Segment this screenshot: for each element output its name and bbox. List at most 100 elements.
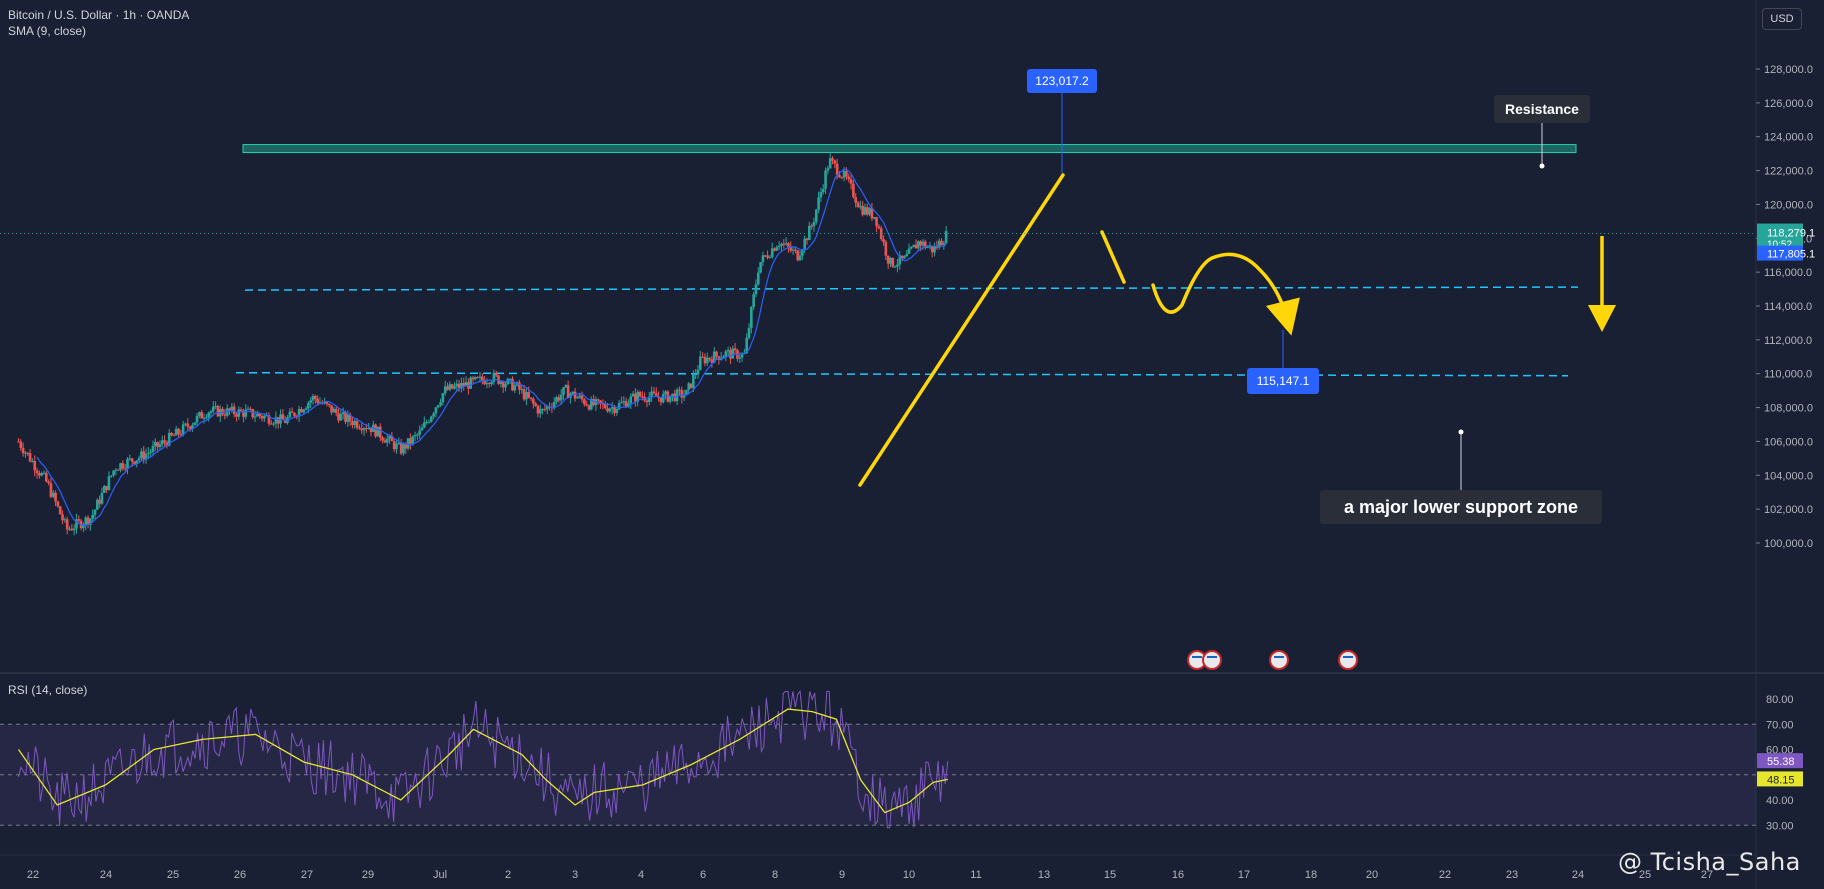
us-flag-icon	[1269, 650, 1289, 670]
time-tick-label: 23	[1506, 869, 1518, 881]
rsi-value-box	[1757, 753, 1803, 769]
us-flag-icon	[1338, 650, 1358, 670]
price-axis[interactable]: 128,000.0 126,000.0 124,000.0 122,000.0 120,…	[1756, 64, 1813, 550]
candle-body	[919, 241, 922, 246]
symbol-legend[interactable]: Bitcoin / U.S. Dollar · 1h · OANDA SMA (…	[8, 7, 189, 39]
candle-body	[912, 244, 915, 248]
candle-body	[770, 248, 774, 257]
candle-body	[195, 415, 199, 423]
candle-body	[654, 393, 658, 397]
time-axis[interactable]: 22 24 25 26 27 29 Jul 2 3 4 6 8 9 10 11 13 15 16 17 18 20 22 2…	[27, 869, 1713, 881]
candle-body	[661, 394, 665, 403]
candle-body	[928, 246, 932, 248]
time-tick-label: 25	[167, 869, 179, 881]
time-tick-label: 6	[700, 869, 706, 881]
candle-body	[689, 383, 693, 388]
candle-body	[404, 444, 408, 449]
candle-body	[583, 399, 586, 405]
time-tick-label: 2	[505, 869, 511, 881]
time-tick-label: 27	[1701, 869, 1713, 881]
candle-body	[501, 381, 505, 388]
target-callout-box	[1247, 368, 1319, 394]
candle-body	[636, 392, 639, 402]
candle-body	[211, 406, 215, 412]
support-label-anchor	[1458, 429, 1464, 435]
candle-body	[559, 394, 563, 401]
candle-body	[511, 378, 514, 391]
candle-body	[469, 377, 473, 389]
us-flag-icon-stripe	[1274, 656, 1284, 658]
sma-value-label: 117,805.1	[1767, 249, 1815, 261]
candle-body	[116, 469, 120, 471]
candle-body	[810, 225, 813, 227]
price-tick-label: 108,000.0	[1764, 403, 1813, 415]
candle-body	[402, 444, 405, 454]
candle-body	[242, 411, 245, 417]
price-tick-label: 110,000.0	[1764, 369, 1812, 381]
time-tick-label: Jul	[433, 869, 447, 881]
candle-body	[775, 247, 779, 251]
rsi-tick-label: 30.00	[1766, 820, 1794, 832]
rsi-legend[interactable]: RSI (14, close)	[8, 683, 88, 697]
lower-support-line	[235, 371, 1569, 377]
time-tick-label: 9	[839, 869, 845, 881]
candle-body	[397, 442, 401, 444]
candle-body	[805, 238, 809, 241]
candle-body	[615, 409, 619, 414]
candle-body	[367, 428, 370, 430]
candle-body	[508, 378, 512, 380]
support-lines[interactable]	[235, 286, 1579, 377]
candle-body	[290, 411, 294, 413]
candle-body	[900, 255, 904, 259]
candle-body	[766, 255, 769, 258]
candle-body	[446, 386, 449, 390]
candle-body	[302, 409, 306, 413]
candle-body	[576, 397, 579, 399]
candle-body	[214, 406, 217, 408]
candle-body	[144, 453, 148, 460]
price-tick-label: 104,000.0	[1764, 470, 1813, 482]
candle-body	[100, 492, 104, 504]
candle-body	[191, 425, 194, 429]
candle-body	[796, 250, 800, 261]
candle-body	[228, 408, 231, 411]
candle-body	[464, 382, 468, 387]
uptrend-line	[858, 173, 1065, 487]
candle-body	[351, 421, 354, 426]
price-tick-label: 106,000.0	[1764, 436, 1813, 448]
candle-body	[420, 427, 424, 431]
candle-body	[921, 241, 925, 246]
candle-body	[865, 207, 869, 215]
candle-body	[21, 447, 25, 454]
candle-body	[457, 383, 461, 389]
sma-legend[interactable]: SMA (9, close)	[8, 24, 87, 38]
upper-support-line	[244, 286, 1579, 291]
candle-body	[573, 391, 577, 399]
candle-body	[121, 463, 125, 469]
candle-body	[58, 506, 62, 515]
candle-body	[940, 240, 943, 246]
candle-body	[158, 444, 162, 448]
annotations[interactable]: 123,017.2 115,147.1 Resistance a major lowe…	[858, 69, 1616, 524]
candle-body	[327, 403, 331, 406]
candle-body	[724, 351, 728, 357]
target-callout-label: 115,147.1	[1257, 374, 1310, 388]
candle-body	[917, 241, 920, 249]
candle-body	[886, 255, 890, 264]
resistance-zone[interactable]	[242, 144, 1577, 154]
candle-body	[395, 443, 398, 450]
candle-body	[534, 403, 537, 407]
candle-body	[341, 412, 345, 415]
candle-body	[794, 249, 797, 251]
candle-body	[763, 255, 767, 257]
projected-path-arrow	[1151, 252, 1300, 336]
candle-body	[70, 528, 74, 531]
candle-body	[460, 382, 463, 389]
candle-body	[845, 171, 848, 177]
candle-body	[645, 400, 649, 403]
candle-body	[499, 381, 503, 384]
currency-button[interactable]: USD	[1762, 8, 1802, 30]
candle-body	[200, 412, 203, 419]
event-markers[interactable]	[1187, 650, 1358, 670]
